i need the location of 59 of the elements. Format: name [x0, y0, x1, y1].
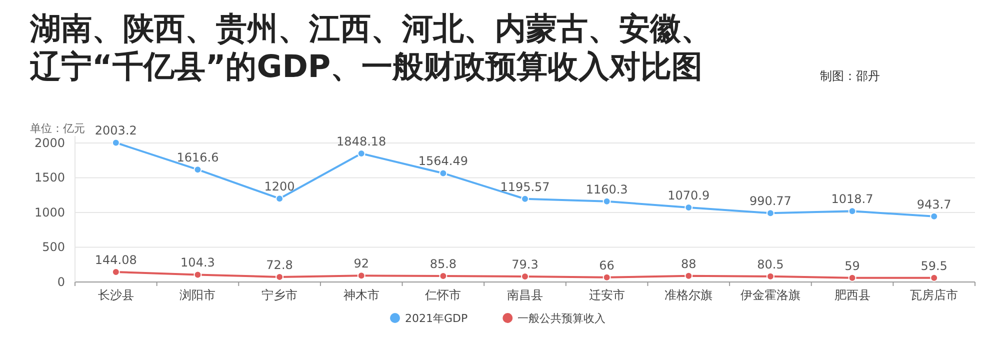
x-tick-label: 准格尔旗: [664, 288, 713, 302]
data-label: 943.7: [916, 197, 952, 212]
x-tick-label: 宁乡市: [262, 288, 298, 302]
y-tick-label: 1500: [34, 170, 65, 185]
data-label: 79.3: [512, 257, 538, 272]
legend-label: 2021年GDP: [405, 312, 468, 325]
x-tick-label: 长沙县: [98, 288, 134, 302]
x-tick-label: 浏阳市: [180, 288, 216, 302]
data-label: 85.8: [430, 257, 457, 272]
point: [112, 138, 120, 147]
point: [930, 274, 938, 282]
legend-label: 一般公共预算收入: [518, 312, 606, 325]
data-label: 1018.7: [831, 192, 874, 206]
data-label: 1200: [264, 180, 295, 194]
point: [602, 273, 611, 282]
point: [766, 209, 774, 218]
data-label: 104.3: [180, 256, 215, 270]
point: [357, 272, 366, 280]
data-label: 88: [680, 256, 696, 271]
data-label: 1848.18: [336, 134, 386, 149]
chart-title: 湖南、陕西、贵州、江西、河北、内蒙古、安徽、辽宁“千亿县”的GDP、一般财政预算收入对比图: [30, 10, 713, 86]
data-label: 1070.9: [668, 188, 710, 203]
data-label: 92: [354, 256, 370, 271]
point: [194, 166, 202, 174]
x-tick-label: 南昌县: [507, 288, 543, 302]
x-tick-label: 瓦房店市: [910, 288, 958, 302]
point: [521, 194, 529, 203]
data-label: 59.5: [920, 258, 948, 273]
y-tick-label: 2000: [34, 136, 65, 150]
x-tick-label: 肥西县: [834, 288, 870, 302]
data-label: 72.8: [266, 258, 293, 272]
data-label: 1616.6: [176, 150, 219, 165]
y-tick-label: 500: [42, 240, 65, 254]
y-tick-label: 1000: [34, 205, 65, 220]
y-tick-label: 0: [57, 275, 65, 289]
data-label: 66: [599, 258, 614, 272]
data-label: 144.08: [94, 252, 137, 267]
point: [848, 274, 856, 282]
point: [766, 272, 774, 280]
x-tick-label: 仁怀市: [424, 288, 462, 302]
point: [684, 272, 693, 280]
point: [848, 207, 856, 216]
y-axis-title: 单位：亿元: [30, 122, 85, 135]
x-tick-label: 迁安市: [588, 288, 625, 302]
data-label: 80.5: [757, 257, 784, 272]
point: [602, 197, 611, 206]
data-label: 990.77: [749, 194, 792, 208]
data-label: 59: [844, 258, 860, 273]
point: [439, 169, 448, 178]
data-label: 1195.57: [500, 180, 550, 194]
x-tick-label: 神木市: [343, 288, 380, 302]
point: [194, 270, 202, 279]
data-label: 2003.2: [94, 124, 137, 138]
point: [276, 194, 284, 203]
text: 制图：邵丹: [820, 69, 880, 83]
data-label: 1564.49: [418, 154, 468, 168]
x-tick-label: 伊金霍洛旗: [740, 288, 800, 302]
point: [930, 212, 938, 220]
data-label: 1160.3: [586, 182, 628, 196]
